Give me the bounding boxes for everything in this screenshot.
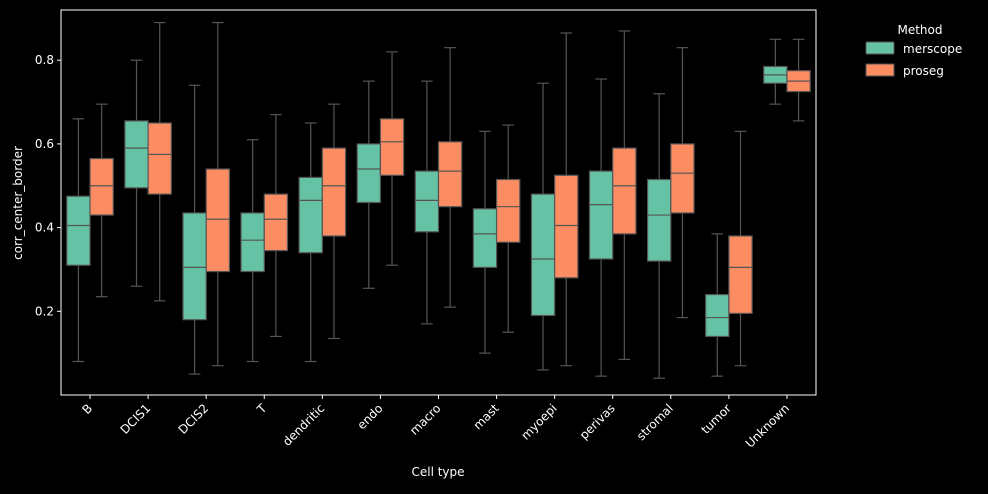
box-merscope-DCIS2: [182, 84, 207, 375]
legend-swatch-proseg: [865, 63, 895, 77]
y-tick-label: 0.6: [35, 137, 54, 151]
box-merscope-B: [66, 118, 91, 363]
legend-swatch-merscope: [865, 41, 895, 55]
y-tick-label: 0.8: [35, 53, 54, 67]
box-proseg-DCIS2: [205, 21, 231, 367]
box-body: [263, 193, 289, 252]
box-body: [554, 174, 579, 279]
box-merscope-T: [240, 139, 265, 363]
box-body: [705, 293, 730, 338]
box-merscope-macro: [414, 80, 440, 325]
legend-label-proseg: proseg: [903, 64, 944, 78]
box-merscope-tumor: [705, 233, 730, 377]
legend-label-merscope: merscope: [903, 42, 962, 56]
box-merscope-DCIS1: [124, 59, 149, 287]
box-body: [356, 143, 382, 204]
legend: Method merscope proseg: [865, 23, 962, 78]
box-body: [321, 147, 347, 237]
box-body: [124, 120, 149, 189]
y-axis-label: corr_center_border: [11, 146, 25, 260]
box-merscope-stromal: [646, 93, 672, 379]
box-body: [240, 212, 265, 273]
box-proseg-perivas: [612, 30, 637, 361]
box-body: [66, 195, 91, 266]
box-body: [728, 235, 753, 314]
box-body: [472, 208, 498, 268]
box-body: [298, 176, 323, 254]
box-body: [414, 170, 440, 233]
box-proseg-macro: [437, 47, 463, 308]
legend-title: Method: [897, 23, 942, 37]
box-proseg-T: [263, 114, 289, 338]
box-body: [530, 193, 556, 317]
box-merscope-endo: [356, 80, 382, 289]
x-axis-label: Cell type: [411, 465, 464, 479]
box-body: [147, 122, 172, 195]
box-merscope-mast: [472, 130, 498, 354]
box-proseg-dendritic: [321, 103, 347, 340]
box-proseg-myoepi: [554, 32, 579, 367]
box-proseg-stromal: [670, 47, 695, 319]
box-body: [182, 212, 207, 321]
box-body: [495, 178, 521, 243]
box-proseg-DCIS1: [147, 21, 172, 302]
box-merscope-Unknown: [763, 38, 788, 105]
box-body: [205, 168, 231, 273]
box-body: [437, 141, 463, 208]
box-body: [89, 157, 114, 216]
box-body: [588, 170, 614, 260]
box-proseg-endo: [379, 51, 405, 266]
box-proseg-mast: [495, 124, 521, 333]
y-tick-label: 0.4: [35, 221, 54, 235]
box-proseg-Unknown: [786, 38, 811, 122]
y-tick-label: 0.2: [35, 304, 54, 318]
box-body: [379, 118, 405, 176]
box-body: [612, 147, 637, 235]
box-proseg-tumor: [728, 130, 753, 367]
box-body: [646, 178, 672, 262]
box-proseg-B: [89, 103, 114, 298]
box-merscope-dendritic: [298, 122, 323, 363]
boxes-layer: [66, 21, 811, 379]
y-axis: 0.2 0.4 0.6 0.8: [35, 53, 61, 318]
box-body: [670, 143, 695, 214]
